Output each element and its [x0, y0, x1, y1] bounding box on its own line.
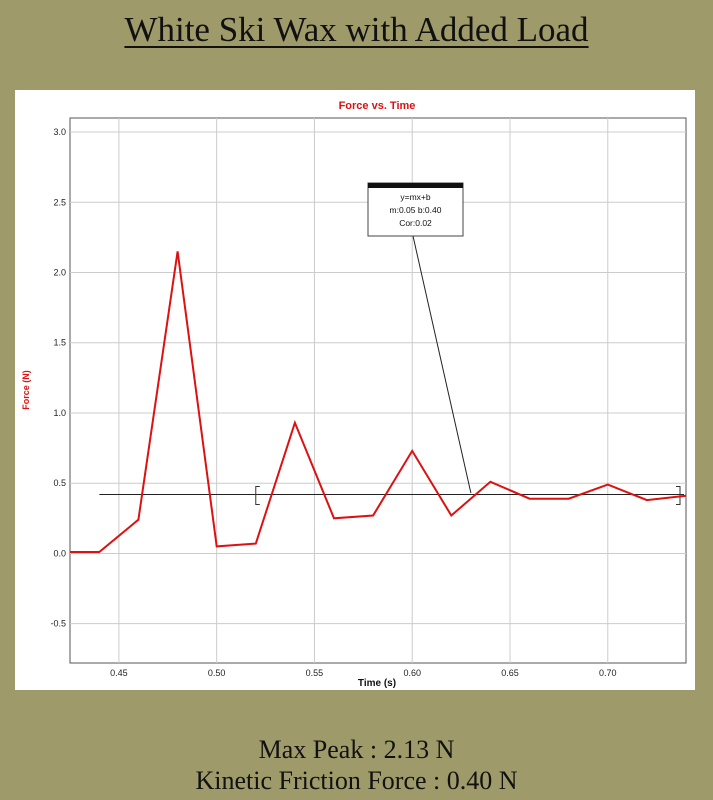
x-tick-label: 0.55: [306, 668, 324, 678]
kinetic-friction-text: Kinetic Friction Force : 0.40 N: [195, 766, 518, 795]
x-axis-label: Time (s): [358, 678, 396, 689]
fit-annotation-box: [367, 182, 464, 237]
y-tick-label: 0.0: [53, 548, 66, 558]
x-tick-label: 0.65: [501, 668, 519, 678]
y-tick-label: 0.5: [53, 478, 66, 488]
x-tick-label: 0.45: [110, 668, 128, 678]
plot-area: [69, 117, 687, 664]
slide-title: White Ski Wax with Added Load: [124, 10, 589, 49]
force-time-chart: Force vs. Time 0.45 0.50 0.55 0.60 0.65 0.70 -…: [15, 90, 695, 690]
x-tick-label: 0.60: [403, 668, 421, 678]
y-tick-label: 2.0: [53, 268, 66, 278]
y-tick-label: -0.5: [50, 619, 66, 629]
x-tick-label: 0.50: [208, 668, 226, 678]
x-tick-label: 0.70: [599, 668, 617, 678]
fit-annotation-line: m:0.05 b:0.40: [390, 205, 442, 215]
y-tick-label: 3.0: [53, 127, 66, 137]
fit-annotation-line: Cor:0.02: [399, 218, 432, 228]
y-tick-label: 1.0: [53, 408, 66, 418]
fit-annotation-titlebar: [368, 183, 463, 188]
fit-range-start-bracket: [255, 485, 260, 505]
chart-title: Force vs. Time: [339, 100, 416, 112]
y-tick-label: 2.5: [53, 197, 66, 207]
fit-annotation-line: y=mx+b: [400, 192, 431, 202]
max-peak-text: Max Peak : 2.13 N: [258, 735, 455, 764]
y-tick-label: 1.5: [53, 338, 66, 348]
force-series-line: [70, 251, 687, 553]
fit-annotation-pointer: [412, 235, 472, 494]
y-axis-label: Force (N): [21, 370, 31, 410]
fit-range-end-bracket: [676, 485, 681, 505]
chart-panel: Force vs. Time 0.45 0.50 0.55 0.60 0.65 0.70 -…: [15, 90, 695, 690]
